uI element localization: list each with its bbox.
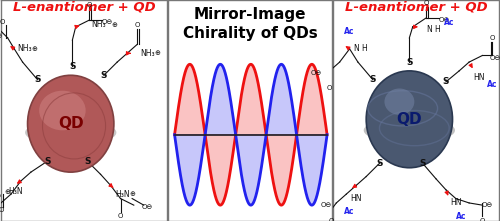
Text: ⊕: ⊕ bbox=[129, 191, 135, 197]
Text: NH₃: NH₃ bbox=[17, 44, 32, 53]
Text: O: O bbox=[480, 217, 485, 221]
Text: O⊖: O⊖ bbox=[0, 33, 4, 39]
Text: H₃N: H₃N bbox=[115, 190, 130, 199]
Text: Ac: Ac bbox=[456, 212, 466, 221]
Text: QD: QD bbox=[396, 112, 422, 127]
Text: NH₃: NH₃ bbox=[140, 49, 154, 58]
Text: ⊕: ⊕ bbox=[4, 189, 10, 195]
Text: ⊕: ⊕ bbox=[111, 22, 117, 28]
Text: O: O bbox=[328, 217, 334, 221]
Text: O: O bbox=[490, 35, 495, 41]
Text: O: O bbox=[0, 207, 4, 213]
Text: S: S bbox=[84, 157, 90, 166]
Ellipse shape bbox=[28, 75, 114, 172]
Text: S: S bbox=[406, 58, 412, 67]
Text: O: O bbox=[118, 213, 123, 219]
Text: S: S bbox=[44, 157, 51, 166]
Text: HN: HN bbox=[450, 198, 462, 208]
Text: O⊖: O⊖ bbox=[102, 19, 113, 25]
Text: O⊖: O⊖ bbox=[0, 193, 2, 199]
Text: L-enantiomer + QD: L-enantiomer + QD bbox=[344, 0, 488, 13]
Text: N: N bbox=[426, 25, 432, 34]
Text: S: S bbox=[34, 75, 41, 84]
Text: O⊖: O⊖ bbox=[482, 202, 493, 208]
Text: S: S bbox=[69, 62, 75, 71]
Text: S: S bbox=[442, 77, 449, 86]
Ellipse shape bbox=[384, 88, 414, 115]
Text: H₃N: H₃N bbox=[8, 187, 24, 196]
Text: S: S bbox=[370, 75, 376, 84]
Text: O: O bbox=[86, 2, 92, 8]
Text: O⊖: O⊖ bbox=[490, 55, 500, 61]
Text: Ac: Ac bbox=[444, 18, 454, 27]
Text: N: N bbox=[354, 44, 359, 53]
Text: Ac: Ac bbox=[487, 80, 498, 89]
Text: O: O bbox=[134, 22, 140, 28]
Text: QD: QD bbox=[58, 116, 84, 131]
Text: O: O bbox=[424, 0, 428, 6]
Ellipse shape bbox=[366, 71, 452, 168]
Text: H: H bbox=[434, 25, 440, 34]
Text: H: H bbox=[362, 44, 368, 53]
Ellipse shape bbox=[39, 91, 86, 130]
Text: HN: HN bbox=[474, 73, 485, 82]
Text: HN: HN bbox=[350, 194, 362, 203]
Text: O⊖: O⊖ bbox=[438, 17, 450, 23]
Text: O⊖: O⊖ bbox=[142, 204, 152, 210]
Text: L-enantiomer + QD: L-enantiomer + QD bbox=[12, 0, 156, 13]
Text: O: O bbox=[327, 86, 332, 91]
Text: ⊕: ⊕ bbox=[32, 46, 37, 52]
Text: Ac: Ac bbox=[344, 27, 355, 36]
Text: S: S bbox=[376, 159, 382, 168]
Text: S: S bbox=[420, 159, 426, 168]
Text: O⊖: O⊖ bbox=[320, 202, 332, 208]
Text: Mirror-Image
Chirality of QDs: Mirror-Image Chirality of QDs bbox=[182, 7, 318, 41]
Text: NH₃: NH₃ bbox=[92, 20, 106, 29]
Text: Ac: Ac bbox=[344, 207, 355, 216]
Text: O: O bbox=[0, 19, 6, 25]
Text: O⊖: O⊖ bbox=[311, 70, 322, 76]
Text: ⊕: ⊕ bbox=[154, 50, 160, 56]
Ellipse shape bbox=[364, 117, 455, 143]
Ellipse shape bbox=[25, 119, 116, 146]
Text: S: S bbox=[100, 71, 107, 80]
